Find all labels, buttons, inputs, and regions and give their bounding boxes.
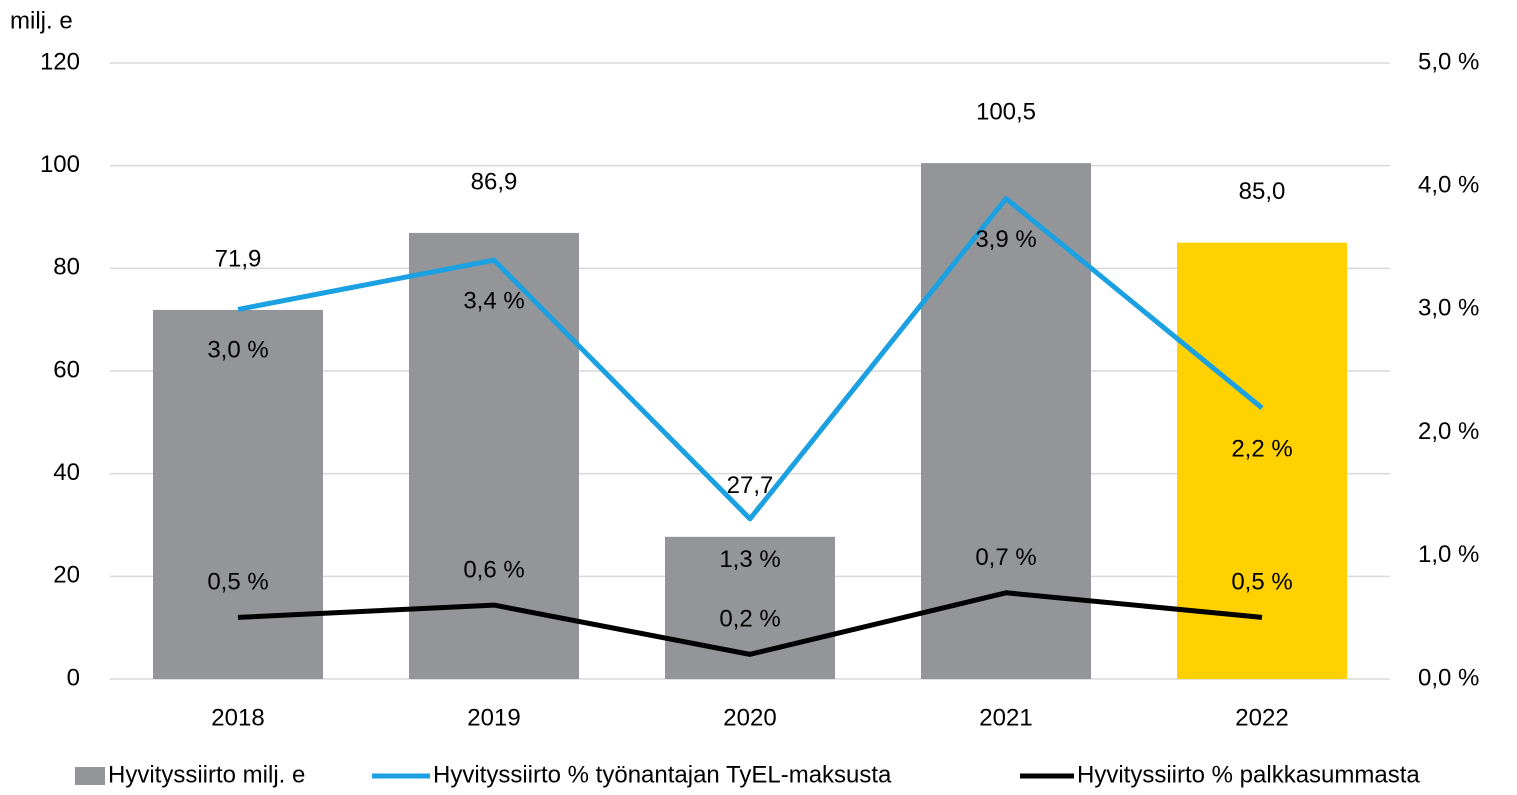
y-tick-label: 20 bbox=[53, 562, 80, 589]
data-label: 1,3 % bbox=[719, 546, 780, 573]
y-axis-label: milj. e bbox=[10, 7, 73, 34]
bar bbox=[1177, 242, 1347, 679]
y2-tick-label: 5,0 % bbox=[1418, 48, 1479, 75]
x-tick-label: 2022 bbox=[1235, 704, 1288, 731]
y2-tick-label: 0,0 % bbox=[1418, 664, 1479, 691]
data-label: 3,0 % bbox=[207, 337, 268, 364]
data-label: 0,7 % bbox=[975, 544, 1036, 571]
data-label: 3,9 % bbox=[975, 226, 1036, 253]
data-label: 3,4 % bbox=[463, 287, 524, 314]
legend-label: Hyvityssiirto % palkkasummasta bbox=[1077, 761, 1420, 788]
legend-label: Hyvityssiirto % työnantajan TyEL-maksust… bbox=[433, 761, 892, 788]
x-tick-label: 2021 bbox=[979, 704, 1032, 731]
y2-tick-label: 4,0 % bbox=[1418, 172, 1479, 199]
y-tick-label: 0 bbox=[67, 664, 80, 691]
y2-tick-label: 2,0 % bbox=[1418, 418, 1479, 445]
data-label: 71,9 bbox=[215, 245, 262, 272]
x-tick-label: 2018 bbox=[211, 704, 264, 731]
data-label: 85,0 bbox=[1239, 178, 1286, 205]
y-tick-label: 40 bbox=[53, 459, 80, 486]
data-label: 0,5 % bbox=[1231, 569, 1292, 596]
y-tick-label: 100 bbox=[40, 151, 80, 178]
data-label: 86,9 bbox=[471, 168, 518, 195]
bar bbox=[153, 309, 323, 679]
data-label: 0,5 % bbox=[207, 569, 268, 596]
y2-tick-label: 3,0 % bbox=[1418, 295, 1479, 322]
data-label: 2,2 % bbox=[1231, 435, 1292, 462]
x-tick-label: 2019 bbox=[467, 704, 520, 731]
data-label: 0,6 % bbox=[463, 556, 524, 583]
data-label: 100,5 bbox=[976, 98, 1036, 125]
y-tick-label: 80 bbox=[53, 254, 80, 281]
legend-label: Hyvityssiirto milj. e bbox=[108, 761, 305, 788]
y-tick-label: 120 bbox=[40, 48, 80, 75]
line bbox=[237, 196, 1264, 522]
data-label: 0,2 % bbox=[719, 606, 780, 633]
y-tick-label: 60 bbox=[53, 356, 80, 383]
legend-swatch bbox=[75, 767, 105, 785]
y2-tick-label: 1,0 % bbox=[1418, 541, 1479, 568]
data-label: 27,7 bbox=[727, 472, 774, 499]
line bbox=[237, 590, 1263, 657]
x-tick-label: 2020 bbox=[723, 704, 776, 731]
